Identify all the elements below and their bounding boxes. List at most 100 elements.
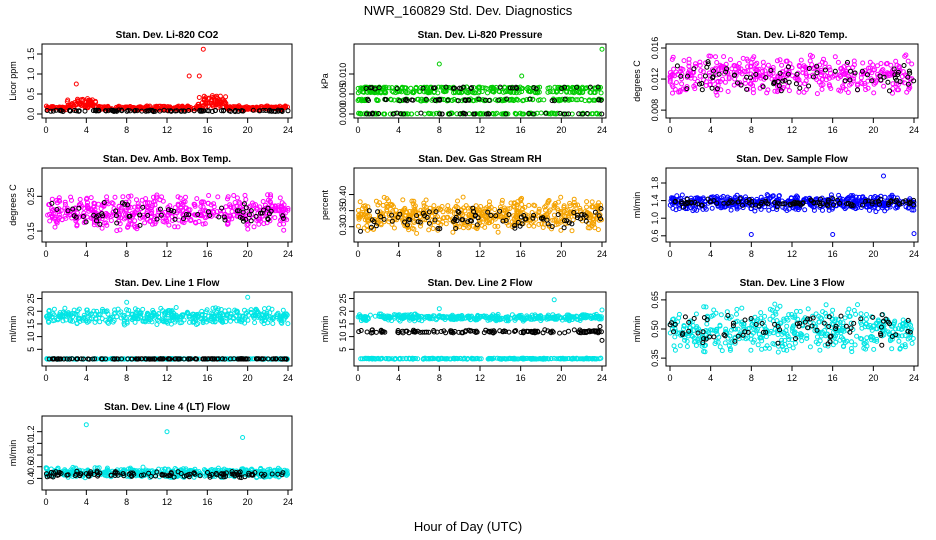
data-point xyxy=(852,70,858,76)
data-point xyxy=(399,85,405,91)
data-point xyxy=(895,72,901,78)
data-point xyxy=(561,111,567,117)
data-point xyxy=(905,81,911,87)
data-point xyxy=(806,66,812,71)
data-point xyxy=(843,68,849,74)
data-point xyxy=(432,98,438,103)
data-point xyxy=(905,74,911,80)
data-point xyxy=(118,215,124,221)
data-point xyxy=(496,97,502,103)
y-tick-label: 0.012 xyxy=(650,68,660,91)
data-point xyxy=(575,89,581,95)
data-point xyxy=(697,62,703,68)
data-point xyxy=(78,103,84,108)
data-point xyxy=(140,306,146,312)
data-point xyxy=(582,86,588,92)
data-point xyxy=(897,79,903,85)
data-point xyxy=(686,63,692,69)
data-point xyxy=(212,108,218,114)
data-point xyxy=(552,98,557,104)
data-point xyxy=(824,74,830,79)
data-point xyxy=(806,83,812,89)
data-point xyxy=(802,207,808,213)
data-point xyxy=(234,195,240,201)
data-point xyxy=(865,72,870,78)
x-tick-label: 16 xyxy=(828,249,838,259)
data-point xyxy=(774,58,780,64)
x-tick-label: 0 xyxy=(355,373,360,383)
x-tick-label: 4 xyxy=(708,249,713,259)
data-point xyxy=(465,97,471,103)
data-point xyxy=(111,108,117,114)
data-point xyxy=(835,59,841,65)
x-tick-label: 12 xyxy=(162,249,172,259)
data-point xyxy=(800,70,806,76)
data-point xyxy=(483,97,488,103)
data-point xyxy=(65,97,71,103)
data-point xyxy=(890,86,896,91)
data-point xyxy=(185,207,191,213)
data-point xyxy=(514,111,519,117)
x-tick-label: 12 xyxy=(475,373,485,383)
x-tick-label: 8 xyxy=(124,125,129,135)
data-point xyxy=(244,222,250,228)
data-point xyxy=(702,73,708,79)
y-tick-label: 0.6 xyxy=(650,230,660,243)
data-point xyxy=(878,61,884,66)
data-point xyxy=(687,69,693,75)
data-point xyxy=(598,90,604,96)
data-point xyxy=(112,194,118,200)
chart-title: Stan. Dev. Gas Stream RH xyxy=(418,154,541,165)
data-point xyxy=(822,64,828,70)
data-point xyxy=(433,110,439,116)
data-point xyxy=(906,68,912,74)
data-point xyxy=(103,108,108,114)
data-point xyxy=(504,96,510,102)
data-point xyxy=(554,88,560,94)
data-point xyxy=(884,70,890,76)
data-point xyxy=(254,205,260,211)
data-point xyxy=(375,90,381,96)
data-point xyxy=(760,84,766,90)
data-point xyxy=(139,108,145,114)
data-point xyxy=(599,111,605,117)
data-point xyxy=(248,307,254,313)
x-tick-label: 4 xyxy=(84,373,89,383)
data-point xyxy=(45,104,50,110)
x-tick-label: 24 xyxy=(597,373,607,383)
data-point xyxy=(104,222,110,228)
data-point xyxy=(492,207,498,212)
data-point xyxy=(725,89,731,94)
figure-title: NWR_160829 Std. Dev. Diagnostics xyxy=(364,3,573,18)
data-point xyxy=(669,56,675,62)
data-point xyxy=(146,200,152,206)
data-point xyxy=(901,63,907,68)
data-points xyxy=(355,194,604,236)
chart-title: Stan. Dev. Li-820 CO2 xyxy=(116,30,219,41)
data-point xyxy=(223,204,229,210)
plot-frame xyxy=(353,43,607,119)
data-point xyxy=(428,111,434,117)
data-point xyxy=(62,305,68,311)
data-point xyxy=(215,194,221,200)
data-point xyxy=(875,63,880,69)
data-point xyxy=(281,221,287,227)
data-point xyxy=(236,108,241,114)
data-point xyxy=(809,62,815,68)
data-point xyxy=(418,223,423,229)
data-point xyxy=(830,74,836,80)
data-point xyxy=(718,63,724,69)
data-point xyxy=(909,61,915,67)
data-point xyxy=(168,108,173,114)
data-point xyxy=(281,227,287,233)
data-point xyxy=(65,210,71,216)
data-point xyxy=(460,194,466,200)
data-point xyxy=(497,84,503,90)
data-point xyxy=(555,110,560,116)
data-point xyxy=(795,70,801,76)
data-point xyxy=(754,60,760,66)
data-point xyxy=(803,71,809,77)
y-tick-label: 5 xyxy=(338,347,348,352)
data-point xyxy=(519,89,525,95)
x-tick-label: 8 xyxy=(437,249,442,259)
